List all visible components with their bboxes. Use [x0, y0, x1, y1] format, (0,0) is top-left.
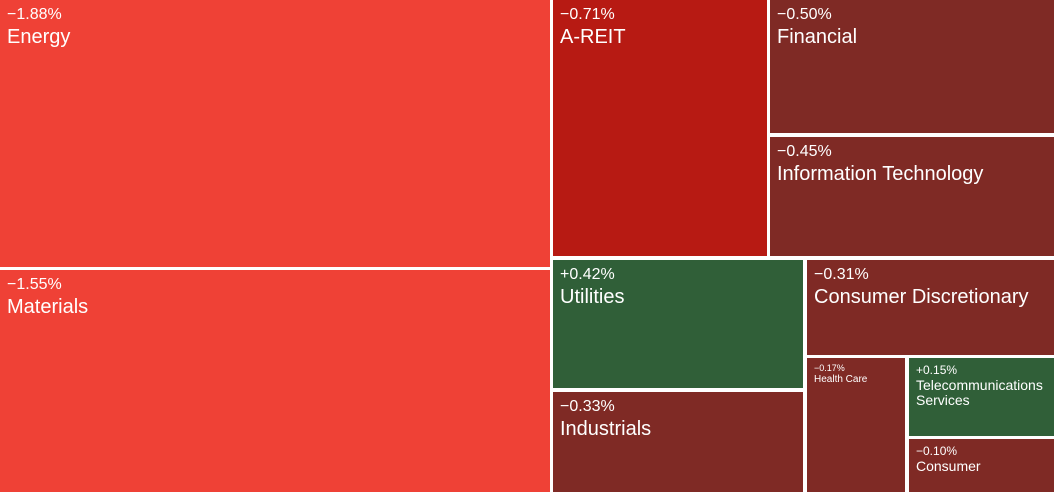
tile-a-reit[interactable]: −0.71% A-REIT [553, 0, 767, 256]
tile-sector-name: Consumer Discretionary [814, 286, 1029, 308]
tile-change-label: +0.15% [916, 363, 958, 377]
tile-sector-name: A-REIT [560, 26, 626, 48]
tile-sector-name: Consumer [916, 458, 981, 474]
tile-change-label: −0.50% [777, 6, 832, 23]
tile-change-label: −0.71% [560, 6, 615, 23]
tile-sector-name: Industrials [560, 418, 652, 440]
tile-change-label: −0.45% [777, 143, 832, 160]
tile-information-technology[interactable]: −0.45% Information Technology [770, 137, 1054, 256]
tile-sector-name: Energy [7, 26, 71, 48]
tile-utilities[interactable]: +0.42% Utilities [553, 260, 803, 388]
tile-materials[interactable]: −1.55% Materials [0, 270, 550, 492]
tile-financial[interactable]: −0.50% Financial [770, 0, 1054, 133]
tile-sector-name: Materials [7, 296, 89, 318]
tile-change-label: −1.55% [7, 276, 62, 293]
tile-sector-name: Telecommunications Services [916, 377, 1043, 408]
tile-sector-name: Utilities [560, 286, 625, 308]
tile-energy[interactable]: −1.88% Energy [0, 0, 550, 267]
tile-sector-name: Financial [777, 26, 858, 48]
tile-change-label: +0.42% [560, 266, 615, 283]
tile-change-label: −0.10% [916, 444, 958, 458]
tile-change-label: −0.33% [560, 398, 615, 415]
tile-sector-name: Information Technology [777, 163, 984, 185]
tile-sector-name: Health Care [814, 374, 868, 385]
tile-consumer[interactable]: −0.10% Consumer [909, 439, 1054, 492]
tile-consumer-discretionary[interactable]: −0.31% Consumer Discretionary [807, 260, 1054, 355]
tile-health-care[interactable]: −0.17% Health Care [807, 358, 905, 492]
tile-telecommunications-services[interactable]: +0.15% Telecommunications Services [909, 358, 1054, 436]
tile-change-label: −1.88% [7, 6, 62, 23]
tile-change-label: −0.17% [814, 363, 845, 373]
tile-change-label: −0.31% [814, 266, 869, 283]
tile-industrials[interactable]: −0.33% Industrials [553, 392, 803, 492]
